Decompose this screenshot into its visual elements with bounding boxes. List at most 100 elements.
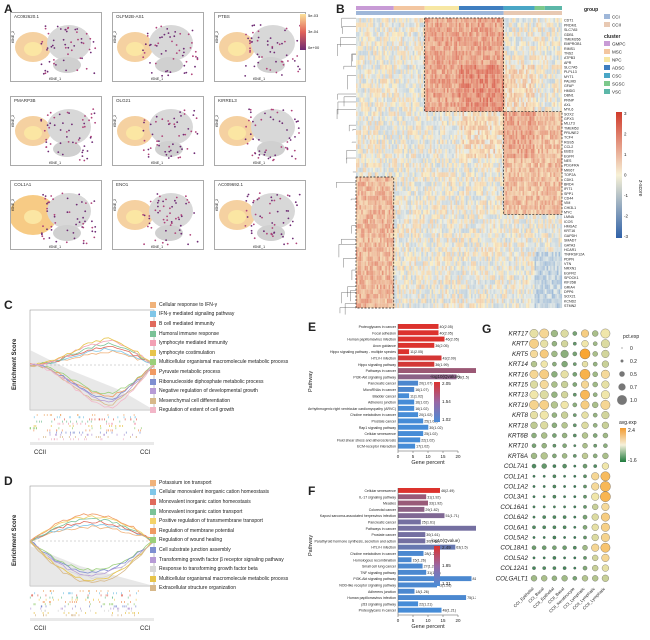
heatmap-cell xyxy=(421,139,423,145)
heatmap-cell xyxy=(558,102,561,107)
heatmap-cell xyxy=(484,116,487,121)
heatmap-cell xyxy=(446,78,449,84)
heatmap-cell xyxy=(474,22,477,28)
heatmap-cell xyxy=(501,50,504,56)
heatmap-cell xyxy=(513,139,516,145)
heatmap-cell xyxy=(419,148,422,154)
scale-mid: 3e-04 xyxy=(308,29,319,34)
heatmap-cell xyxy=(510,60,513,65)
heatmap-cell xyxy=(539,83,542,89)
heatmap-cell xyxy=(374,172,377,178)
tsne-y-label: tSNE_2 xyxy=(113,114,117,127)
heatmap-cell xyxy=(416,50,418,56)
heatmap-cell xyxy=(477,139,480,145)
heatmap-cell xyxy=(364,167,367,173)
heatmap-cell xyxy=(544,27,547,33)
heatmap-cell xyxy=(414,78,417,84)
heatmap-cell xyxy=(505,163,508,168)
heatmap-cell xyxy=(551,22,554,28)
heatmap-cell xyxy=(441,177,444,182)
heatmap-cell xyxy=(462,153,465,159)
heatmap-cell xyxy=(486,36,489,42)
heatmap-cell xyxy=(428,27,430,33)
heatmap-cell xyxy=(472,139,475,145)
heatmap-cell xyxy=(393,55,396,61)
tsne-cell xyxy=(296,204,298,207)
heatmap-cell xyxy=(459,60,461,65)
heatmap-cell xyxy=(416,55,418,61)
heatmap-cell xyxy=(419,130,422,135)
heatmap-cell xyxy=(479,97,482,103)
heatmap-cell xyxy=(543,97,545,103)
heatmap-cell xyxy=(459,167,461,173)
heatmap-cell xyxy=(431,36,434,42)
heatmap-cell xyxy=(395,88,398,93)
heatmap-cell xyxy=(536,148,539,154)
heatmap-cell xyxy=(525,74,528,79)
heatmap-cell xyxy=(525,83,528,89)
heatmap-cell xyxy=(452,60,454,65)
heatmap-cell xyxy=(491,22,494,28)
heatmap-cell xyxy=(410,134,413,140)
heatmap-cell xyxy=(371,144,374,150)
heatmap-cell xyxy=(395,130,398,135)
tsne-cell xyxy=(281,42,283,45)
heatmap-cell xyxy=(517,83,520,89)
heatmap-cell xyxy=(417,27,420,33)
heatmap-cell xyxy=(374,167,377,173)
heatmap-cell xyxy=(455,134,458,140)
heatmap-cell xyxy=(424,153,427,159)
heatmap-cell xyxy=(404,74,406,79)
heatmap-cell xyxy=(477,74,480,79)
heatmap-cell xyxy=(488,88,490,93)
heatmap-cell xyxy=(366,50,369,56)
tsne-cell xyxy=(194,131,197,133)
heatmap-cell xyxy=(534,18,537,23)
heatmap-cell xyxy=(500,111,502,117)
heatmap-cell xyxy=(414,60,417,65)
heatmap-cell xyxy=(409,167,411,173)
heatmap-cell xyxy=(436,74,439,79)
heatmap-cell xyxy=(383,177,386,182)
heatmap-cell xyxy=(453,22,456,28)
heatmap-cell xyxy=(531,148,533,154)
heatmap-cell xyxy=(536,177,539,182)
heatmap-cell xyxy=(474,46,477,51)
heatmap-cell xyxy=(496,167,499,173)
heatmap-cell xyxy=(529,163,532,168)
heatmap-cell xyxy=(428,60,430,65)
heatmap-cell xyxy=(450,27,453,33)
heatmap-cell xyxy=(441,92,444,98)
tsne-cell xyxy=(171,40,173,43)
heatmap-cell xyxy=(392,186,394,192)
heatmap-cell xyxy=(546,139,549,145)
heatmap-cell xyxy=(414,41,417,47)
heatmap-cell xyxy=(507,18,509,23)
heatmap-cell xyxy=(517,167,520,173)
tsne-cell xyxy=(280,233,283,236)
heatmap-cell xyxy=(400,92,403,98)
heatmap-cell xyxy=(512,32,514,37)
heatmap-cell xyxy=(493,74,496,79)
heatmap-cell xyxy=(531,102,533,107)
heatmap-cell xyxy=(397,139,399,145)
heatmap-cell xyxy=(489,144,492,150)
heatmap-cell xyxy=(374,78,377,84)
heatmap-cell xyxy=(398,92,401,98)
heatmap-cell xyxy=(537,50,540,56)
heatmap-cell xyxy=(500,153,502,159)
heatmap-cell xyxy=(498,18,501,23)
heatmap-cell xyxy=(450,41,453,47)
tsne-cell xyxy=(273,232,275,234)
heatmap-cell xyxy=(560,139,563,145)
heatmap-cell xyxy=(455,153,458,159)
heatmap-cell xyxy=(520,92,523,98)
heatmap-cell xyxy=(491,144,494,150)
heatmap-cell xyxy=(459,181,461,187)
heatmap-cell xyxy=(450,148,453,154)
heatmap-cell xyxy=(400,97,403,103)
heatmap-cell xyxy=(455,27,458,33)
heatmap-cell xyxy=(484,41,487,47)
heatmap-cell xyxy=(505,125,508,131)
heatmap-cell xyxy=(555,92,557,98)
